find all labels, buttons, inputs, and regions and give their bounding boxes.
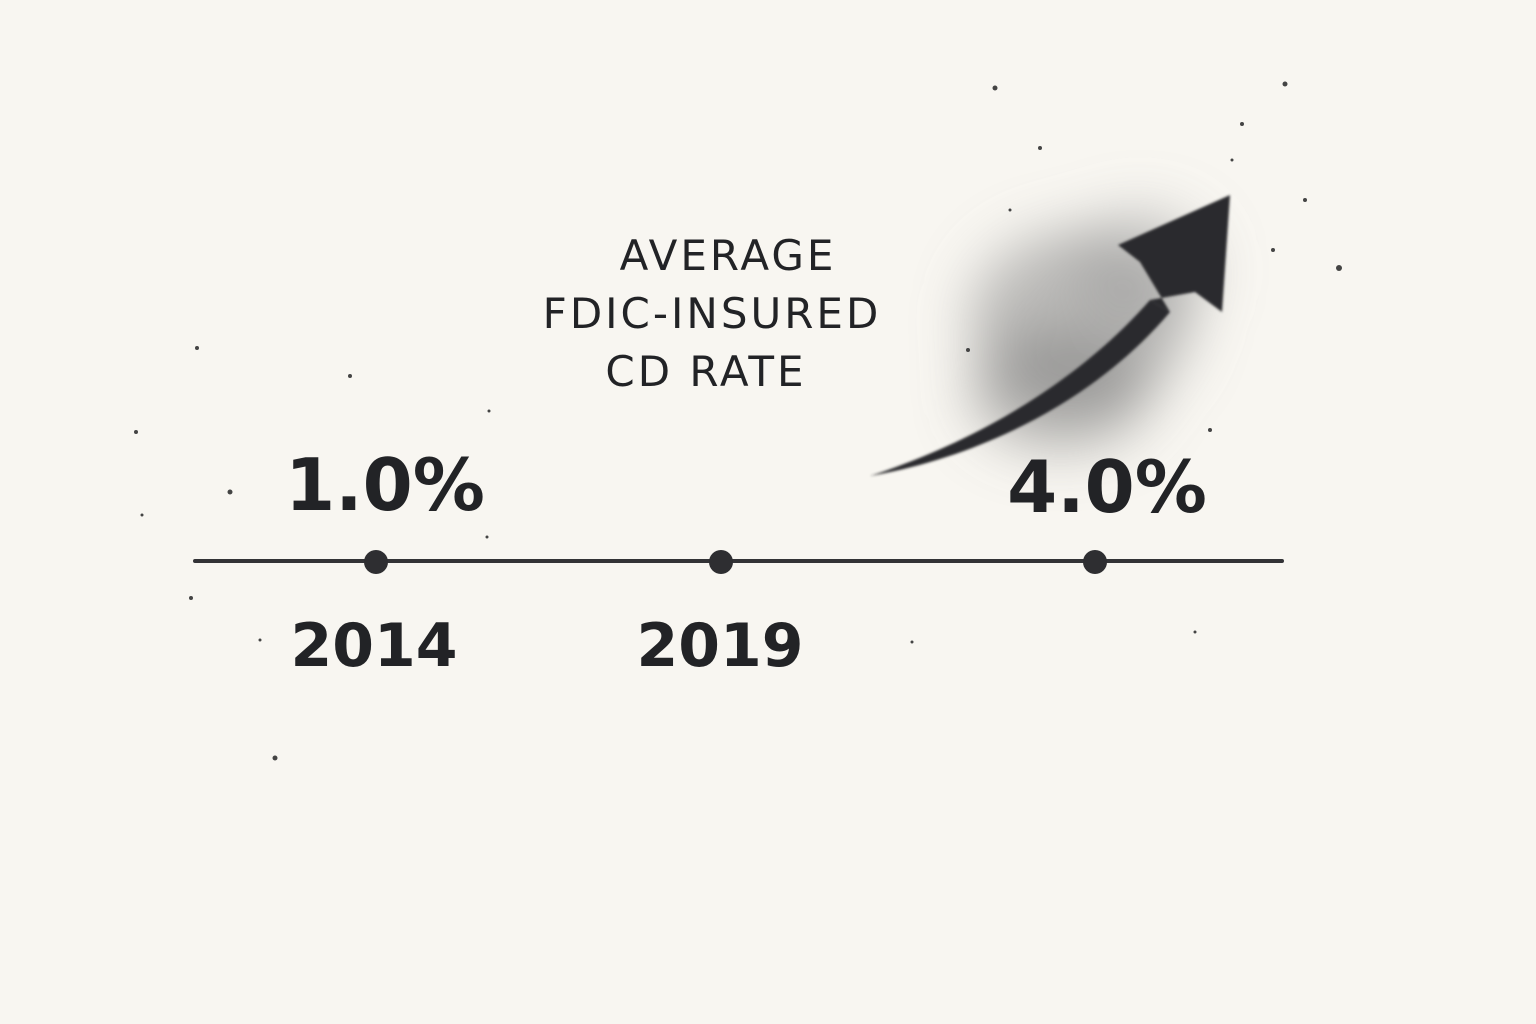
- speckles: [134, 81, 1342, 761]
- year-label: 2019: [637, 611, 804, 681]
- timeline-point: [709, 550, 733, 574]
- title-line: AVERAGE: [620, 231, 837, 280]
- rate-label: 1.0%: [285, 443, 485, 527]
- year-label: 2014: [291, 611, 458, 681]
- timeline-point: [364, 550, 388, 574]
- title-line: FDIC-INSURED: [543, 289, 882, 338]
- timeline-point: [1083, 550, 1107, 574]
- title-line: CD RATE: [605, 347, 806, 396]
- rising-arrow: [870, 195, 1230, 476]
- rate-label: 4.0%: [1007, 445, 1207, 529]
